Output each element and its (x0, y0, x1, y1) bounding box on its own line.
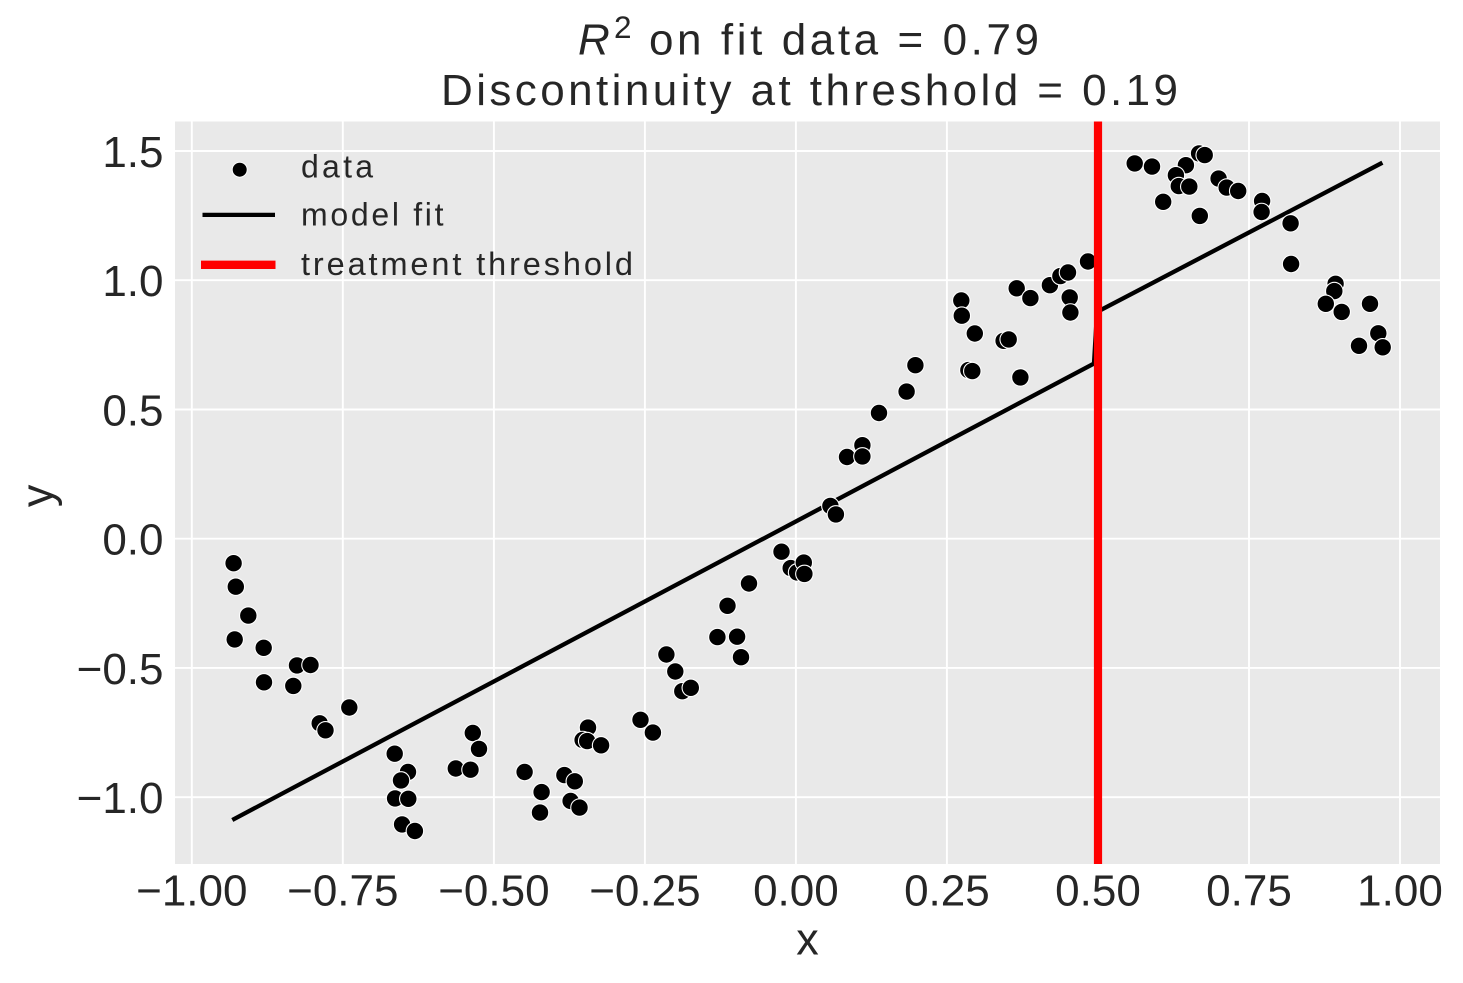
svg-text:0.0: 0.0 (102, 516, 163, 565)
svg-text:on fit data = 0.79: on fit data = 0.79 (649, 15, 1039, 64)
svg-text:1.0: 1.0 (102, 257, 163, 306)
svg-text:−0.5: −0.5 (77, 645, 164, 694)
svg-text:treatment threshold: treatment threshold (301, 246, 633, 282)
svg-text:y: y (11, 484, 62, 507)
svg-text:0.5: 0.5 (102, 387, 163, 436)
svg-text:data: data (301, 149, 373, 185)
svg-text:1.5: 1.5 (102, 128, 163, 177)
svg-text:model fit: model fit (301, 197, 444, 233)
svg-text:1.00: 1.00 (1357, 866, 1443, 915)
svg-text:−1.0: −1.0 (77, 774, 164, 823)
svg-text:Discontinuity at threshold = 0: Discontinuity at threshold = 0.19 (441, 66, 1178, 115)
svg-text:0.50: 0.50 (1055, 866, 1141, 915)
svg-text:R: R (578, 15, 610, 64)
svg-text:x: x (796, 913, 819, 964)
svg-text:−1.00: −1.00 (136, 866, 247, 915)
svg-text:0.25: 0.25 (904, 866, 990, 915)
svg-text:0.00: 0.00 (753, 866, 839, 915)
svg-text:−0.25: −0.25 (589, 866, 700, 915)
svg-text:−0.50: −0.50 (438, 866, 549, 915)
svg-text:−0.75: −0.75 (287, 866, 398, 915)
svg-text:0.75: 0.75 (1206, 866, 1292, 915)
svg-text:2: 2 (614, 9, 632, 45)
